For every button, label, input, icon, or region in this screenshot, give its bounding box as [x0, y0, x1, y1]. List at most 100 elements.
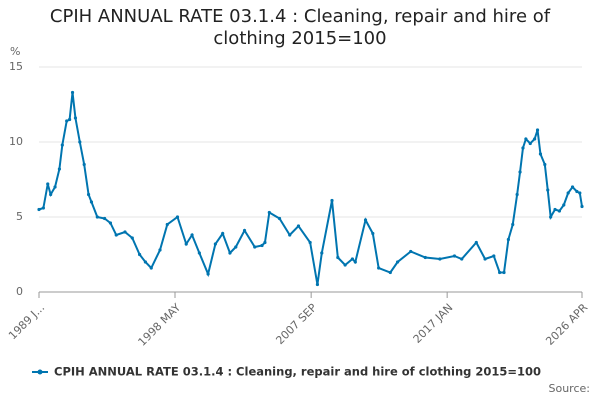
point	[57, 167, 62, 171]
point	[320, 251, 324, 255]
x-tick-label: 1998 MAY	[136, 301, 184, 349]
point	[65, 119, 69, 123]
point	[350, 257, 355, 261]
x-tick-label: 2017 JAN	[411, 301, 456, 346]
point	[253, 245, 257, 249]
point	[492, 254, 496, 258]
point	[474, 240, 478, 245]
point	[409, 249, 413, 254]
point	[546, 188, 550, 192]
point	[483, 257, 487, 261]
point	[521, 146, 525, 150]
point	[108, 221, 113, 225]
point	[288, 233, 292, 237]
legend-marker	[37, 369, 43, 375]
point	[86, 192, 91, 197]
point	[206, 272, 210, 276]
point	[242, 228, 247, 233]
point	[330, 198, 334, 203]
point	[518, 170, 522, 174]
point	[343, 263, 347, 267]
point	[95, 215, 99, 219]
point	[535, 128, 540, 132]
point	[114, 233, 118, 237]
point	[377, 266, 381, 270]
point	[53, 185, 57, 189]
point	[37, 207, 41, 212]
point	[234, 245, 238, 249]
point	[78, 140, 82, 144]
y-tick-label: 15	[9, 60, 23, 73]
point	[130, 236, 134, 240]
point	[353, 260, 357, 264]
point	[102, 216, 107, 221]
point	[502, 270, 506, 275]
point	[543, 162, 547, 167]
point	[533, 137, 537, 141]
point	[438, 257, 442, 261]
point	[528, 141, 532, 146]
point	[566, 191, 570, 195]
point	[578, 191, 582, 195]
point	[570, 185, 575, 189]
point	[452, 254, 457, 258]
x-tick-label: 2026 APR	[543, 301, 590, 348]
point	[308, 240, 312, 245]
point	[363, 218, 368, 222]
point	[41, 206, 45, 210]
point	[549, 215, 553, 219]
point	[70, 90, 75, 95]
y-tick-label: 0	[16, 285, 23, 298]
point	[336, 255, 340, 260]
point	[580, 204, 584, 209]
point	[73, 116, 78, 120]
point	[557, 209, 562, 213]
point	[221, 231, 225, 236]
point	[460, 257, 464, 261]
point	[395, 260, 400, 264]
point	[190, 233, 194, 237]
point	[175, 215, 180, 219]
point	[68, 117, 72, 122]
point	[371, 231, 375, 236]
point	[137, 252, 142, 257]
point	[575, 189, 579, 194]
point	[165, 222, 169, 227]
point	[562, 203, 566, 207]
y-tick-label: 5	[16, 210, 23, 223]
source: Source:	[549, 382, 591, 395]
point	[498, 270, 502, 275]
point	[524, 137, 528, 141]
point	[263, 240, 267, 245]
point	[60, 143, 64, 147]
point	[267, 210, 271, 215]
point	[123, 230, 127, 234]
point	[184, 242, 188, 246]
legend-label: CPIH ANNUAL RATE 03.1.4 : Cleaning, repa…	[54, 365, 541, 379]
point	[228, 251, 232, 255]
point	[143, 260, 148, 264]
x-tick-label: 1989 J...	[6, 301, 47, 342]
y-axis-label: %	[10, 45, 20, 58]
point	[158, 248, 162, 252]
point	[506, 237, 510, 242]
y-tick-label: 10	[9, 135, 23, 148]
series-line	[38, 92, 583, 285]
point	[49, 192, 53, 197]
point	[277, 216, 282, 221]
point	[515, 192, 519, 197]
point	[423, 255, 427, 260]
chart-title: CPIH ANNUAL RATE 03.1.4 : Cleaning, repa…	[49, 6, 551, 49]
point	[553, 207, 557, 212]
point	[538, 152, 543, 156]
point	[260, 243, 264, 248]
point	[89, 200, 94, 204]
point	[46, 182, 50, 186]
point	[82, 162, 86, 167]
point	[213, 242, 217, 246]
x-tick-label: 2007 SEP	[273, 301, 319, 347]
point	[296, 224, 301, 228]
point	[315, 282, 320, 287]
